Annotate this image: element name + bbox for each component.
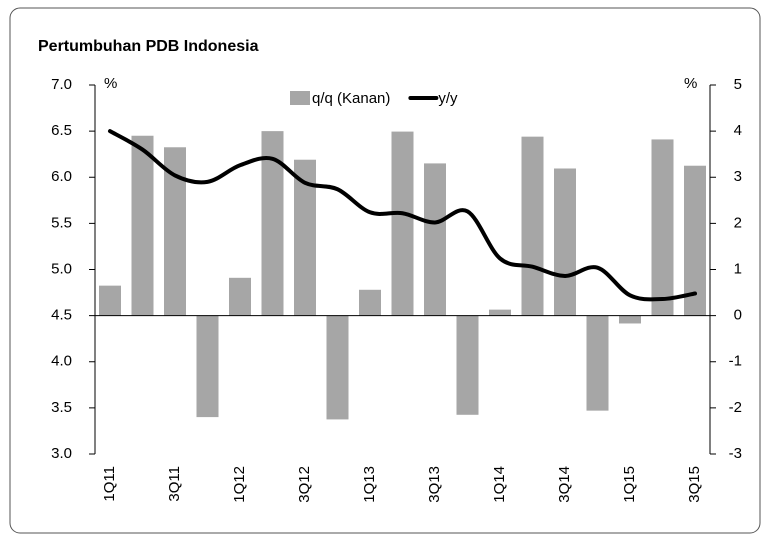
y2-tick-label: 5	[734, 76, 742, 93]
legend-label: y/y	[438, 90, 458, 107]
bar	[684, 165, 706, 316]
x-tick-label: 3Q11	[166, 466, 183, 502]
bar	[196, 315, 219, 418]
x-tick-label: 1Q13	[361, 466, 378, 503]
y-tick-label: 7.0	[51, 76, 72, 93]
y-tick-label: 5.5	[51, 214, 72, 231]
bar	[586, 315, 609, 411]
y2-tick-label: -2	[729, 399, 742, 416]
y2-tick-label: 2	[734, 214, 742, 231]
bar	[424, 163, 446, 316]
y2-tick-label: 0	[734, 307, 742, 324]
chart-frame	[9, 7, 761, 534]
bar	[391, 131, 414, 316]
y-tick-label: 3.5	[51, 399, 72, 416]
bar	[229, 277, 251, 316]
chart-title: Pertumbuhan PDB Indonesia	[38, 38, 259, 55]
y-tick-label: 6.0	[51, 168, 72, 185]
bar	[294, 159, 316, 316]
x-tick-label: 1Q15	[621, 466, 638, 503]
x-tick-label: 1Q12	[231, 466, 248, 503]
y-tick-label: 4.5	[51, 307, 72, 324]
bar	[651, 139, 674, 316]
bar	[619, 315, 641, 324]
y-tick-label: 6.5	[51, 122, 72, 139]
y2-tick-label: -3	[729, 445, 742, 462]
line	[108, 129, 697, 302]
y-tick-label: 4.0	[51, 353, 72, 370]
bar	[99, 285, 121, 316]
y-tick-label: 3.0	[51, 445, 72, 462]
bar	[456, 315, 479, 415]
y2-tick-label: 4	[734, 122, 742, 139]
bar	[164, 147, 186, 316]
legend-swatch	[290, 91, 310, 105]
x-tick-label: 3Q14	[556, 466, 573, 503]
x-tick-label: 1Q11	[101, 466, 118, 502]
y-axis-label: %	[104, 75, 117, 92]
bar	[489, 309, 511, 316]
x-tick-label: 1Q14	[491, 466, 508, 503]
x-tick-label: 3Q13	[426, 466, 443, 503]
x-tick-label: 3Q15	[686, 466, 703, 503]
bar	[326, 315, 349, 420]
y2-tick-label: 3	[734, 168, 742, 185]
legend-label: q/q (Kanan)	[312, 90, 390, 107]
bar	[261, 131, 284, 316]
bar	[554, 168, 576, 316]
bar	[521, 136, 544, 316]
bar	[359, 289, 381, 316]
bar	[131, 135, 154, 316]
y2-tick-label: 1	[734, 260, 742, 277]
y2-tick-label: -1	[729, 353, 742, 370]
y-tick-label: 5.0	[51, 260, 72, 277]
y2-axis-label: %	[684, 75, 697, 92]
x-tick-label: 3Q12	[296, 466, 313, 503]
